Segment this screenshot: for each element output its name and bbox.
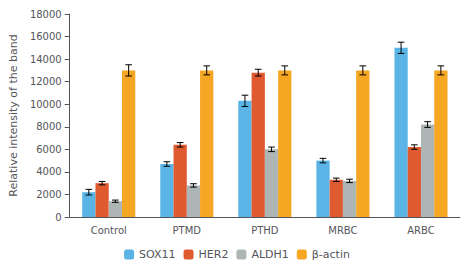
svg-text:ARBC: ARBC [407,225,434,236]
svg-text:16000: 16000 [30,31,62,42]
svg-text:6000: 6000 [36,144,61,155]
svg-text:PTMD: PTMD [173,225,202,236]
svg-text:MRBC: MRBC [328,225,357,236]
svg-text:Relative intensity of the band: Relative intensity of the band [7,34,20,196]
svg-text:18000: 18000 [30,9,62,20]
svg-text:12000: 12000 [30,76,62,87]
svg-text:10000: 10000 [30,99,62,110]
svg-text:HER2: HER2 [199,248,229,261]
svg-text:2000: 2000 [36,189,61,200]
svg-text:4000: 4000 [36,166,61,177]
svg-text:8000: 8000 [36,121,61,132]
svg-text:Control: Control [91,225,127,236]
svg-text:PTHD: PTHD [251,225,279,236]
svg-text:SOX11: SOX11 [139,248,175,261]
svg-text:0: 0 [55,212,61,223]
svg-text:β-actin: β-actin [312,248,350,261]
svg-text:ALDH1: ALDH1 [251,248,288,261]
svg-text:14000: 14000 [30,54,62,65]
